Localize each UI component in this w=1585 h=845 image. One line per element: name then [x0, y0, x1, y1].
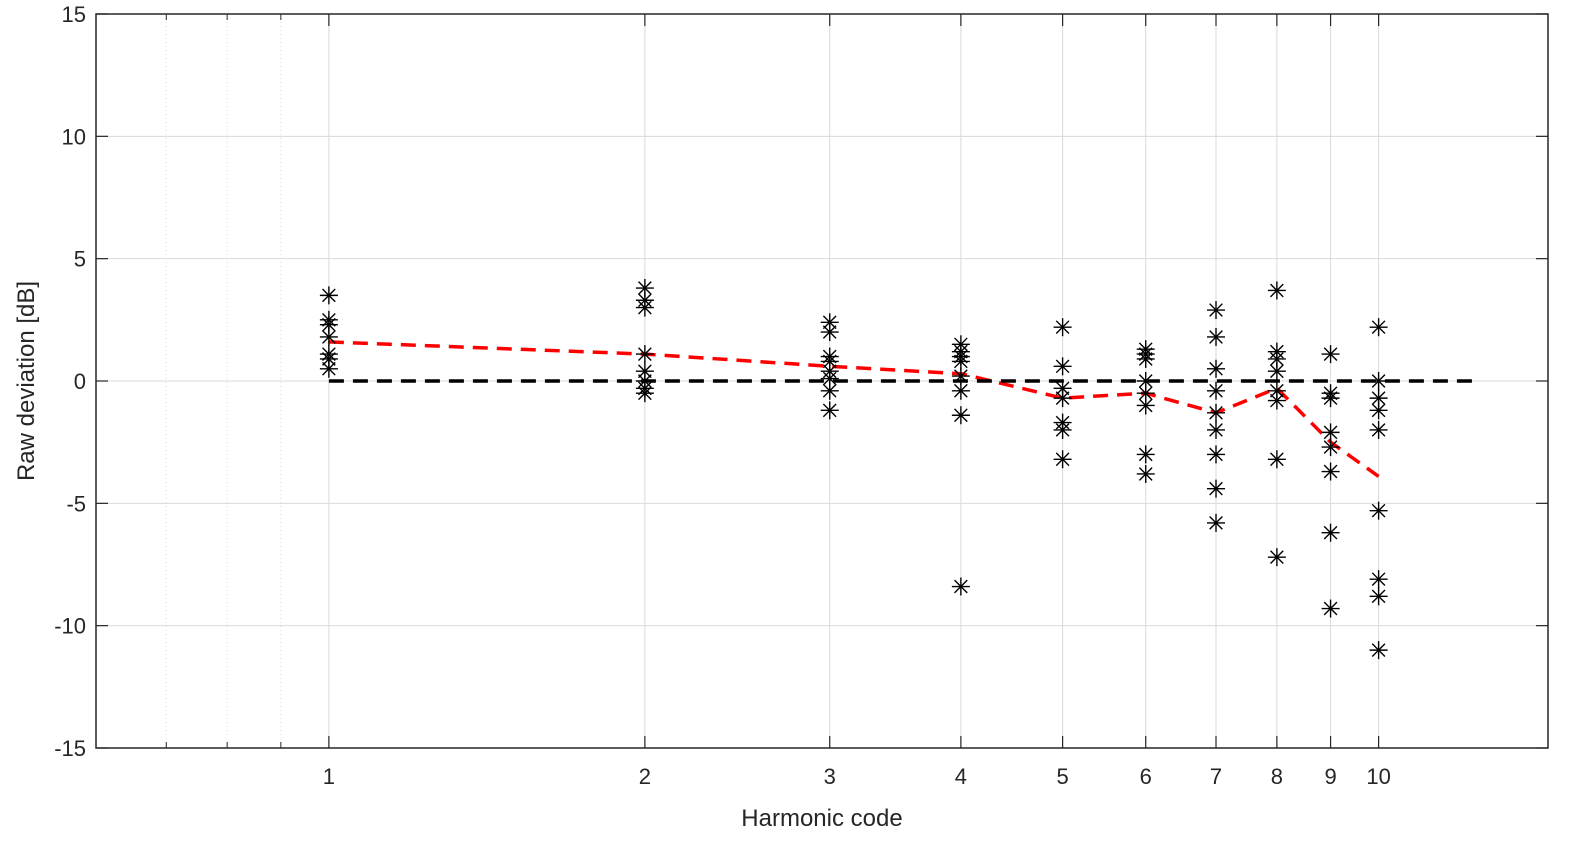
data-point [951, 406, 970, 425]
x-tick-label: 4 [955, 764, 967, 789]
data-point [1369, 641, 1388, 660]
y-tick-label: 10 [62, 124, 86, 149]
data-point [951, 577, 970, 596]
data-point [951, 352, 970, 371]
data-point [1207, 381, 1226, 400]
data-point [820, 313, 839, 332]
data-point [319, 286, 338, 305]
y-axis-label: Raw deviation [dB] [13, 281, 40, 481]
data-point [1267, 381, 1286, 400]
data-point [820, 401, 839, 420]
data-point [820, 381, 839, 400]
data-point [1207, 420, 1226, 439]
data-point [319, 359, 338, 378]
data-point [1053, 389, 1072, 408]
data-point [1321, 345, 1340, 364]
data-point [820, 323, 839, 342]
mean-deviation-line [328, 340, 1380, 478]
data-point [1053, 420, 1072, 439]
data-point [1267, 548, 1286, 567]
series-layer [328, 340, 1481, 478]
y-tick-label: 5 [74, 247, 86, 272]
x-tick-label: 3 [824, 764, 836, 789]
data-point [635, 384, 654, 403]
data-point [1207, 445, 1226, 464]
data-point [1136, 372, 1155, 390]
data-point [1136, 396, 1155, 415]
axes-layer: 1 2 3 4 5 6 7 8 9 10 -15 -10 -5 0 5 10 15 [54, 2, 1549, 789]
x-axis-label: Harmonic code [741, 805, 902, 832]
points-layer [319, 279, 1388, 660]
y-tick-label: 0 [74, 369, 86, 394]
x-tick-label: 5 [1056, 764, 1068, 789]
data-point [1321, 599, 1340, 618]
data-point [1321, 462, 1340, 481]
data-point [951, 381, 970, 400]
data-point [1136, 445, 1155, 464]
data-point [1369, 501, 1388, 520]
x-tick-label: 6 [1140, 764, 1152, 789]
data-point [1267, 281, 1286, 300]
data-point [1369, 420, 1388, 439]
y-tick-label: 15 [62, 2, 86, 27]
data-point [1207, 327, 1226, 346]
y-tick-label: -15 [54, 736, 86, 761]
data-point [1369, 318, 1388, 337]
data-point [635, 298, 654, 317]
data-point [635, 345, 654, 364]
data-point [1369, 372, 1388, 390]
data-point [1207, 479, 1226, 498]
x-tick-label: 9 [1324, 764, 1336, 789]
data-point [1207, 403, 1226, 422]
x-tick-label: 10 [1366, 764, 1390, 789]
data-point [1207, 301, 1226, 320]
y-tick-label: -10 [54, 614, 86, 639]
data-point [1369, 587, 1388, 606]
x-tick-label: 2 [639, 764, 651, 789]
data-point [1369, 401, 1388, 420]
x-tick-label: 1 [323, 764, 335, 789]
data-point [1207, 359, 1226, 378]
data-point [1321, 389, 1340, 408]
data-point [1267, 362, 1286, 381]
data-point [319, 327, 338, 346]
data-point [1136, 464, 1155, 483]
data-point [1207, 513, 1226, 532]
data-point [1053, 357, 1072, 376]
data-point [1136, 349, 1155, 368]
data-point [1267, 450, 1286, 469]
x-tick-label: 7 [1210, 764, 1222, 789]
data-point [1053, 318, 1072, 337]
data-point [1369, 570, 1388, 589]
data-point [1267, 391, 1286, 410]
data-point [1321, 523, 1340, 542]
x-tick-label: 8 [1271, 764, 1283, 789]
data-point [1053, 450, 1072, 469]
data-point [1321, 438, 1340, 457]
y-tick-label: -5 [66, 491, 86, 516]
